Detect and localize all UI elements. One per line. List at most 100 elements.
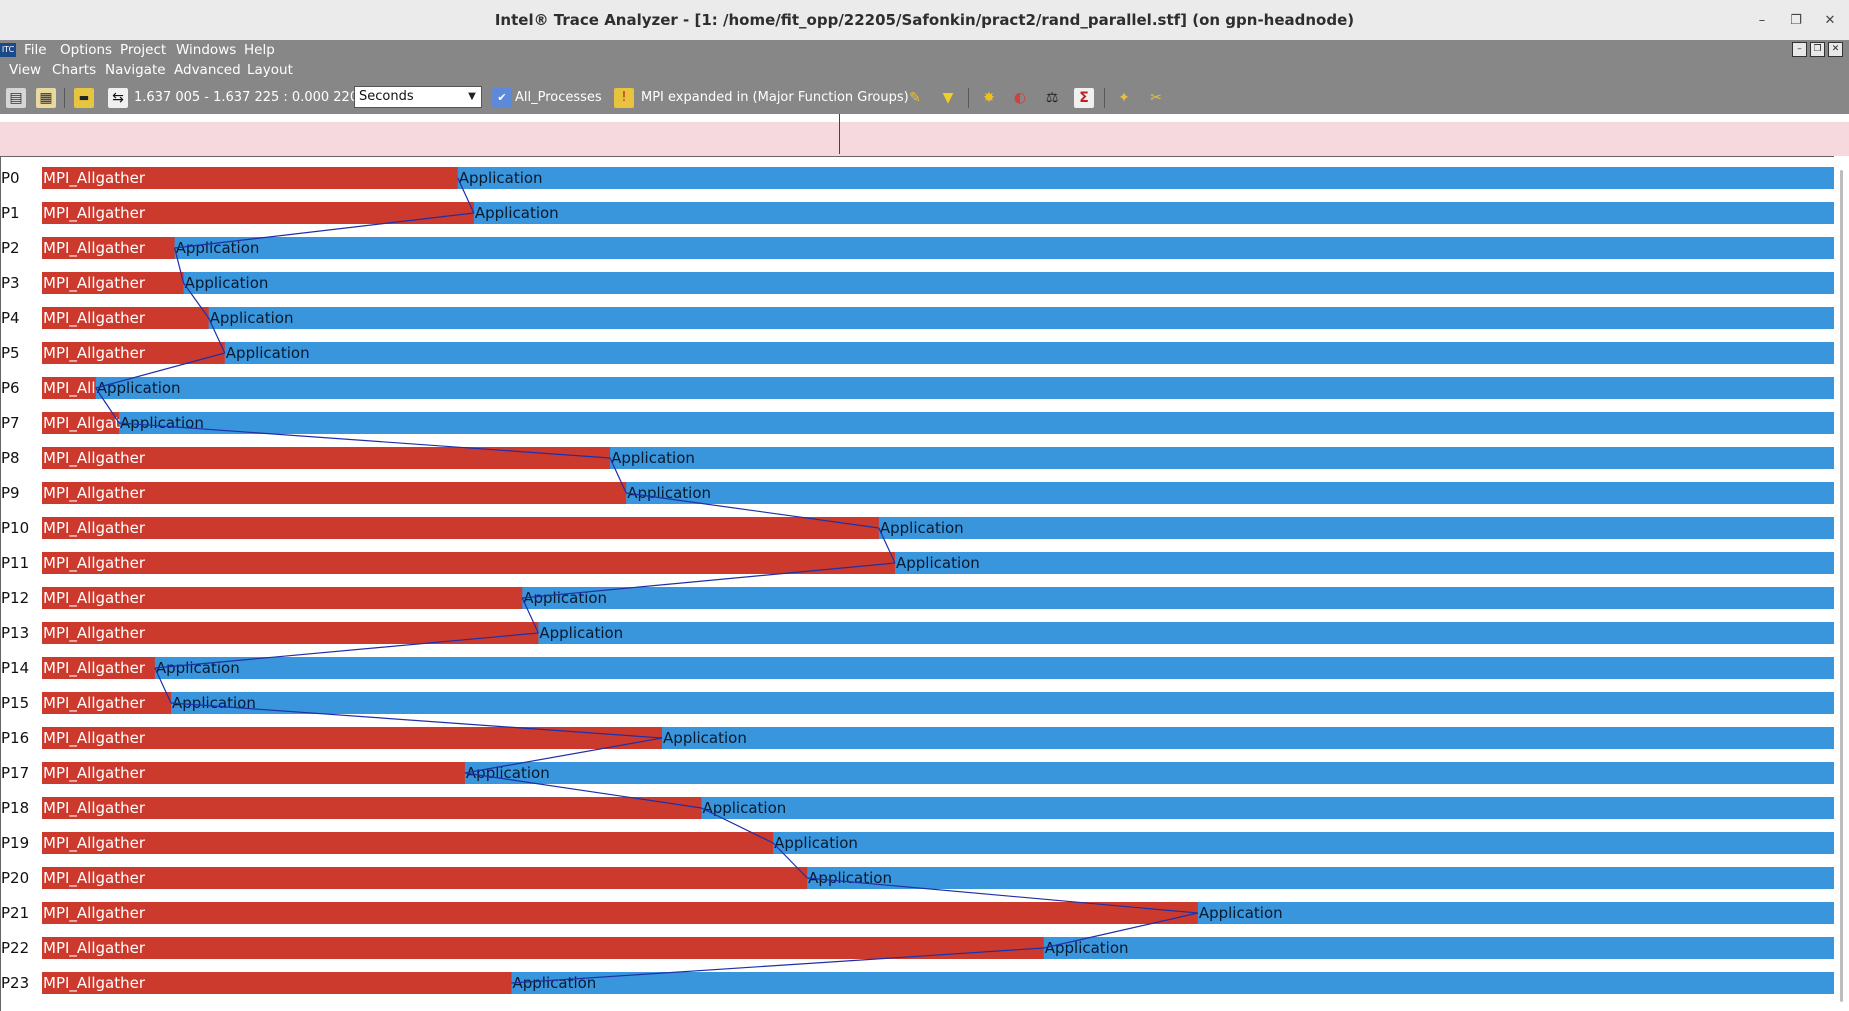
mpi-bar-p8[interactable] xyxy=(42,447,611,469)
message-line-6[interactable] xyxy=(95,387,120,424)
wand-icon[interactable]: ✦ xyxy=(1118,90,1130,106)
zoom-to-fit-icon[interactable]: ⇆ xyxy=(108,88,128,108)
mpi-bar-p16[interactable] xyxy=(42,727,663,749)
mdi-close-icon[interactable]: ✕ xyxy=(1828,42,1843,57)
mpi-bar-p13[interactable] xyxy=(42,622,539,644)
mpi-bar-p22[interactable] xyxy=(42,937,1044,959)
process-label-p21: P21 xyxy=(1,904,29,922)
application-bar-p7[interactable] xyxy=(42,412,1834,434)
message-line-20[interactable] xyxy=(807,877,1198,914)
view-window-icon[interactable]: ▤ xyxy=(6,88,26,108)
tools-icon[interactable]: ✂ xyxy=(1150,90,1162,106)
mpi-bar-p2[interactable] xyxy=(42,237,175,259)
mpi-bar-p10[interactable] xyxy=(42,517,879,539)
mpi-bar-p11[interactable] xyxy=(42,552,895,574)
mpi-bar-p0[interactable] xyxy=(42,167,458,189)
process-group-label[interactable]: All_Processes xyxy=(515,90,602,105)
message-line-9[interactable] xyxy=(626,492,879,529)
mpi-bar-p5[interactable] xyxy=(42,342,225,364)
filter-icon[interactable]: ▼ xyxy=(942,90,954,106)
message-line-22[interactable] xyxy=(511,947,1044,984)
mpi-bar-p21[interactable] xyxy=(42,902,1198,924)
message-line-13[interactable] xyxy=(154,632,539,669)
application-bar-p14[interactable] xyxy=(42,657,1834,679)
mpi-bar-p17[interactable] xyxy=(42,762,465,784)
application-bar-p1[interactable] xyxy=(42,202,1834,224)
message-line-18[interactable] xyxy=(701,807,774,844)
mpi-bar-p12[interactable] xyxy=(42,587,523,609)
mpi-bar-p1[interactable] xyxy=(42,202,474,224)
message-line-10[interactable] xyxy=(878,527,896,564)
menu-view[interactable]: View xyxy=(9,62,42,78)
minimize-button[interactable]: – xyxy=(1758,13,1766,28)
close-button[interactable]: ✕ xyxy=(1824,13,1836,28)
mpi-bar-p20[interactable] xyxy=(42,867,808,889)
mpi-bar-p23[interactable] xyxy=(42,972,512,994)
application-bar-p17[interactable] xyxy=(42,762,1834,784)
mpi-label-p13: MPI_Allgather xyxy=(43,624,146,643)
mdi-restore-icon[interactable]: ❐ xyxy=(1810,42,1825,57)
mpi-bar-p19[interactable] xyxy=(42,832,774,854)
mpi-bar-p7[interactable] xyxy=(42,412,120,434)
menu-layout[interactable]: Layout xyxy=(247,62,293,78)
message-line-4[interactable] xyxy=(208,317,226,354)
application-bar-p2[interactable] xyxy=(42,237,1834,259)
time-cursor[interactable] xyxy=(839,114,840,154)
application-bar-p0[interactable] xyxy=(42,167,1834,189)
application-bar-p5[interactable] xyxy=(42,342,1834,364)
balance-scale-icon[interactable]: ⚖ xyxy=(1045,90,1059,106)
menu-help[interactable]: Help xyxy=(244,42,275,58)
window-title: Intel® Trace Analyzer - [1: /home/fit_op… xyxy=(494,11,1355,29)
message-line-12[interactable] xyxy=(521,597,539,634)
vertical-scrollbar[interactable] xyxy=(1836,160,1846,1006)
message-line-11[interactable] xyxy=(522,562,896,599)
message-line-15[interactable] xyxy=(170,702,663,739)
star-icon[interactable]: ✸ xyxy=(983,90,995,106)
message-line-2[interactable] xyxy=(174,247,185,284)
application-bar-p15[interactable] xyxy=(42,692,1834,714)
menu-navigate[interactable]: Navigate xyxy=(105,62,166,78)
message-line-3[interactable] xyxy=(183,282,210,319)
mpi-bar-p15[interactable] xyxy=(42,692,172,714)
application-bar-p3[interactable] xyxy=(42,272,1834,294)
menu-file[interactable]: File xyxy=(24,42,47,58)
restore-button[interactable]: ❐ xyxy=(1790,13,1802,28)
message-line-21[interactable] xyxy=(1043,912,1198,949)
event-timeline-chart[interactable]: P0 MPI_Allgather Application P1 MPI_Allgathe… xyxy=(0,156,1834,1011)
pencil-icon[interactable]: ✎ xyxy=(909,90,921,106)
mdi-minimize-icon[interactable]: – xyxy=(1792,42,1807,57)
process-group-icon[interactable]: ✔ xyxy=(492,88,512,108)
time-units-select[interactable]: Seconds ▼ xyxy=(354,86,482,108)
function-group-icon[interactable]: ! xyxy=(614,88,634,108)
menu-windows[interactable]: Windows xyxy=(176,42,237,58)
scrollbar-thumb[interactable] xyxy=(1840,170,1843,1002)
function-group-label[interactable]: MPI expanded in (Major Function Groups) xyxy=(641,90,909,105)
mpi-bar-p6[interactable] xyxy=(42,377,96,399)
message-line-1[interactable] xyxy=(174,212,474,249)
sigma-icon[interactable]: Σ xyxy=(1074,88,1094,108)
message-line-5[interactable] xyxy=(95,352,225,389)
mpi-bar-p4[interactable] xyxy=(42,307,209,329)
message-line-16[interactable] xyxy=(464,737,663,774)
mpi-bar-p3[interactable] xyxy=(42,272,184,294)
menu-charts[interactable]: Charts xyxy=(52,62,97,78)
message-line-0[interactable] xyxy=(457,177,475,214)
message-line-14[interactable] xyxy=(154,667,172,704)
mpi-bar-p14[interactable] xyxy=(42,657,155,679)
film-icon[interactable]: ▬ xyxy=(74,88,94,108)
message-line-19[interactable] xyxy=(772,842,808,879)
menu-options[interactable]: Options xyxy=(60,42,113,58)
process-label-p19: P19 xyxy=(1,834,29,852)
application-bar-p6[interactable] xyxy=(42,377,1834,399)
color-ball-icon[interactable]: ◐ xyxy=(1013,90,1027,106)
application-bar-p4[interactable] xyxy=(42,307,1834,329)
mpi-bar-p18[interactable] xyxy=(42,797,702,819)
menu-advanced[interactable]: Advanced xyxy=(174,62,241,78)
menu-project[interactable]: Project xyxy=(120,42,167,58)
message-line-7[interactable] xyxy=(119,422,611,459)
calendar-icon[interactable]: ▦ xyxy=(36,88,56,108)
message-line-17[interactable] xyxy=(464,772,702,809)
message-line-8[interactable] xyxy=(609,457,627,494)
mpi-bar-p9[interactable] xyxy=(42,482,627,504)
time-ruler[interactable] xyxy=(0,114,1849,156)
